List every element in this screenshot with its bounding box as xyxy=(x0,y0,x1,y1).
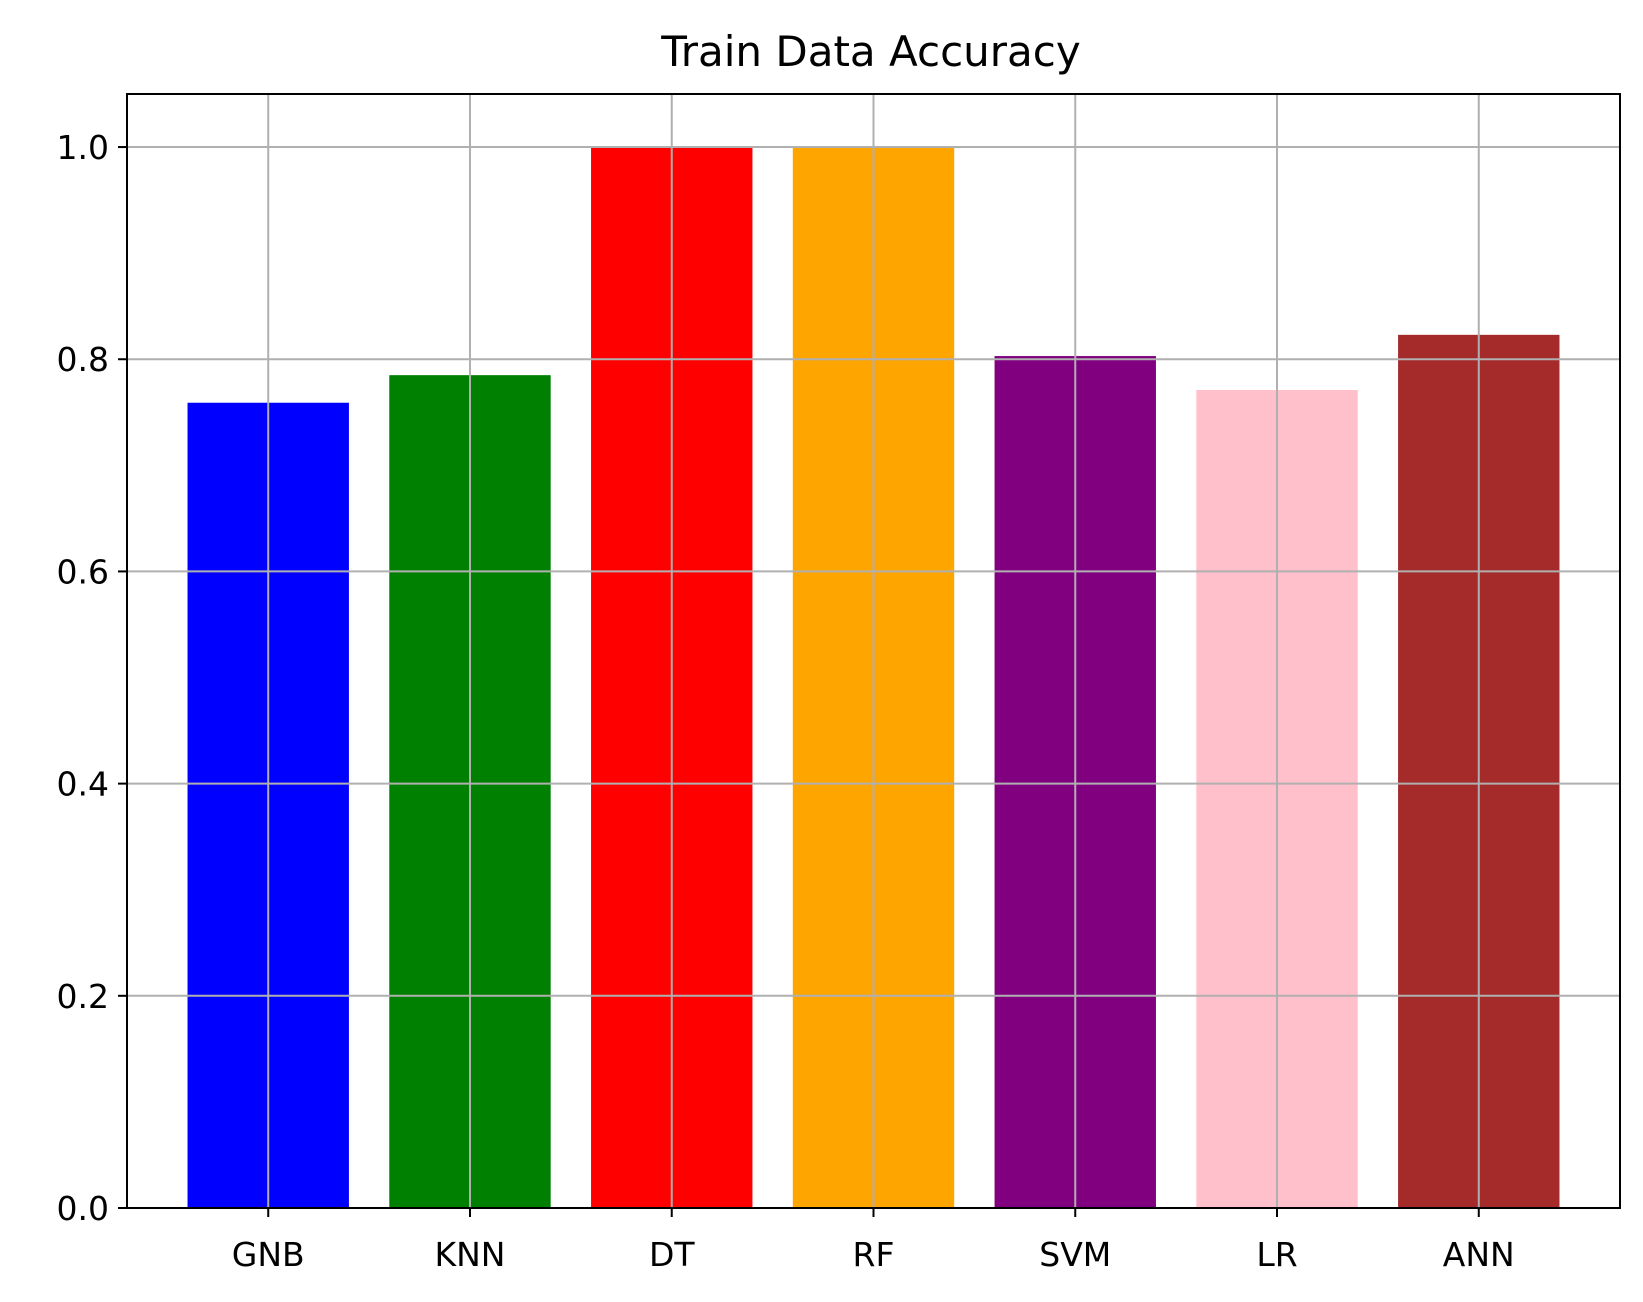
y-axis: 0.0 0.2 0.4 0.6 0.8 1.0 xyxy=(57,128,127,1228)
y-tick-label: 0.6 xyxy=(57,552,109,591)
x-tick-label-knn: KNN xyxy=(434,1235,505,1274)
y-tick-label: 0.4 xyxy=(57,765,109,804)
y-tick-label: 1.0 xyxy=(57,128,109,167)
x-tick-label-ann: ANN xyxy=(1443,1235,1515,1274)
y-tick-label: 0.2 xyxy=(57,977,109,1016)
y-tick-label: 0.0 xyxy=(57,1189,109,1228)
x-tick-label-svm: SVM xyxy=(1039,1235,1111,1274)
chart-title: Train Data Accuracy xyxy=(660,27,1081,76)
x-tick-label-gnb: GNB xyxy=(232,1235,305,1274)
x-tick-label-dt: DT xyxy=(649,1235,695,1274)
gridlines-overlay xyxy=(127,94,1620,1209)
x-tick-label-lr: LR xyxy=(1256,1235,1297,1274)
x-axis: GNB KNN DT RF SVM LR ANN xyxy=(232,1208,1515,1274)
y-tick-label: 0.8 xyxy=(57,340,109,379)
x-tick-label-rf: RF xyxy=(853,1235,895,1274)
